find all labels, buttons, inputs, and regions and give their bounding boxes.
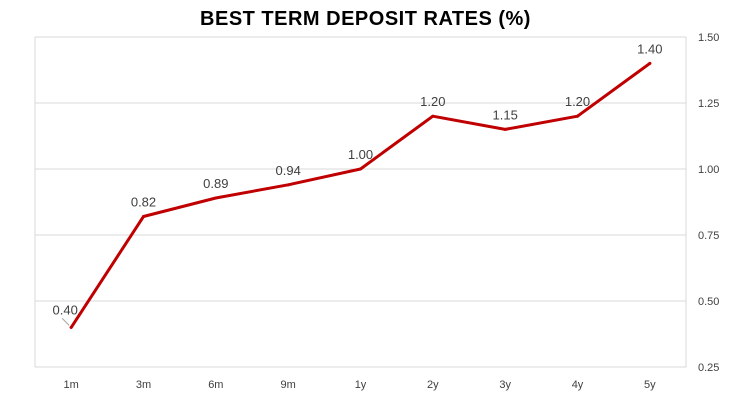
data-label: 1.20 — [420, 94, 445, 109]
data-point — [503, 127, 507, 131]
data-point — [576, 114, 579, 118]
y-tick-label: 1.00 — [698, 164, 719, 176]
x-tick-label: 2y — [427, 379, 439, 391]
y-tick-label: 0.25 — [698, 362, 719, 374]
data-point — [431, 114, 435, 118]
data-label: 0.94 — [276, 163, 301, 178]
data-label: 0.89 — [203, 176, 228, 191]
data-label: 0.40 — [53, 302, 78, 317]
data-label-leader-line — [61, 318, 70, 326]
x-tick-label: 1m — [64, 379, 79, 391]
y-tick-label: 1.25 — [698, 98, 719, 110]
data-label: 1.40 — [637, 41, 662, 56]
x-tick-label: 9m — [281, 379, 296, 391]
x-tick-label: 3m — [136, 379, 151, 391]
y-tick-label: 0.50 — [698, 296, 719, 308]
data-point — [142, 215, 145, 219]
y-tick-label: 1.50 — [698, 32, 719, 44]
x-tick-label: 5y — [644, 379, 656, 391]
y-tick-label: 0.75 — [698, 230, 719, 242]
data-point — [286, 183, 290, 187]
data-label: 1.15 — [493, 107, 518, 122]
x-tick-label: 4y — [572, 379, 584, 391]
data-point — [648, 61, 652, 65]
data-point — [69, 325, 73, 329]
chart-title: BEST TERM DEPOSIT RATES (%) — [200, 8, 531, 30]
x-tick-label: 3y — [499, 379, 511, 391]
x-tick-label: 6m — [208, 379, 223, 391]
data-label: 1.20 — [565, 94, 590, 109]
data-label: 1.00 — [348, 147, 373, 162]
data-point — [359, 167, 362, 171]
data-label: 0.82 — [131, 195, 156, 210]
data-point — [214, 196, 218, 200]
x-tick-label: 1y — [355, 379, 367, 391]
